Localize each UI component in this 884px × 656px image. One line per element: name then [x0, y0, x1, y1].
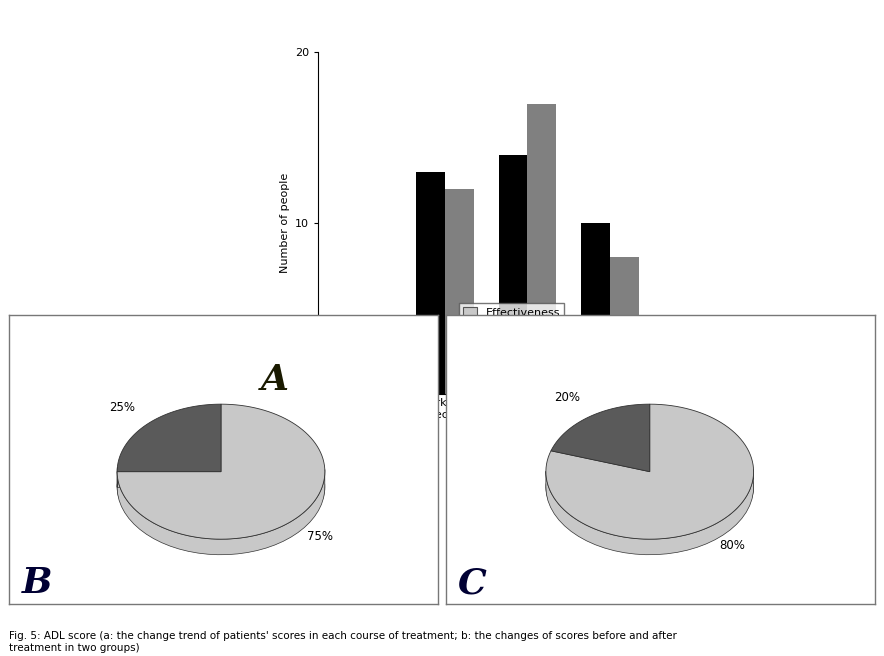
Text: C: C: [458, 566, 487, 600]
Text: B: B: [22, 566, 53, 600]
Text: 25%: 25%: [109, 401, 135, 414]
Bar: [445, 189, 474, 394]
Polygon shape: [546, 470, 753, 555]
Bar: [610, 257, 639, 394]
Ellipse shape: [118, 430, 324, 544]
Polygon shape: [546, 404, 753, 539]
Polygon shape: [118, 404, 221, 472]
Polygon shape: [118, 404, 324, 539]
Polygon shape: [118, 470, 324, 555]
Text: 20%: 20%: [554, 392, 580, 405]
Text: Fig. 5: ADL score (a: the change trend of patients' scores in each course of tre: Fig. 5: ADL score (a: the change trend o…: [9, 631, 677, 653]
Ellipse shape: [546, 430, 753, 544]
Bar: [581, 223, 610, 394]
Y-axis label: Number of people: Number of people: [279, 173, 290, 273]
Text: 75%: 75%: [307, 529, 333, 543]
Text: A: A: [261, 363, 289, 397]
Bar: [416, 172, 445, 394]
Text: 80%: 80%: [720, 539, 745, 552]
Bar: [528, 104, 556, 394]
Bar: [499, 155, 528, 394]
Polygon shape: [551, 404, 650, 472]
Legend: Effectiveness, Invalid: Effectiveness, Invalid: [459, 302, 565, 337]
